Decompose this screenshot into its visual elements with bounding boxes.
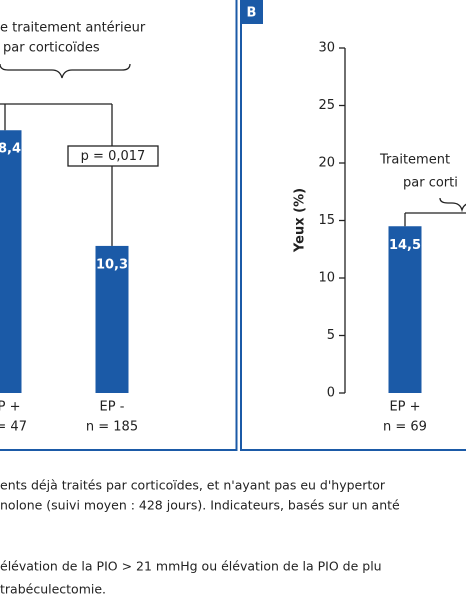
value-label: 10,3 — [96, 257, 128, 272]
caption-line: ents déjà traités par corticoïdes, et n'… — [0, 478, 386, 493]
p-value-box — [67, 145, 159, 167]
y-tick-label: 0 — [327, 386, 335, 401]
bar — [0, 130, 22, 394]
y-tick-label: 10 — [318, 271, 335, 286]
category-note: n = 69 — [383, 420, 427, 435]
panel-label: B — [247, 6, 257, 21]
y-tick-label: 30 — [318, 41, 335, 56]
y-tick-label: 20 — [318, 156, 335, 171]
bar — [388, 226, 422, 393]
p-value: p = 0,017 — [81, 149, 146, 164]
bar — [95, 245, 129, 393]
y-tick-label: 25 — [318, 98, 335, 113]
panel-a: 18,4 EP + n = 47 10,3 EP - n = 185 e traitemen… — [0, 21, 159, 435]
value-label: 14,5 — [389, 238, 421, 253]
value-label: 18,4 — [0, 142, 21, 157]
panel-frame — [240, 0, 466, 451]
curly-brace — [0, 63, 131, 79]
category-note: n = 47 — [0, 420, 27, 435]
annotation: Traitement — [379, 153, 450, 168]
caption-line: trabéculectomie. — [0, 582, 106, 597]
annotation: e traitement antérieur — [0, 21, 146, 36]
caption-line: nolone (suivi moyen : 428 jours). Indica… — [0, 498, 400, 513]
x-tick-label: EP + — [389, 400, 420, 415]
y-tick-label: 15 — [318, 213, 335, 228]
panel-label-box — [240, 0, 263, 24]
y-tick-label: 5 — [327, 328, 335, 343]
panel-frame — [0, 0, 238, 451]
category-note: n = 185 — [86, 420, 138, 435]
panel-b: 0 5 10 15 20 25 30 Yeux (%) B 14,5 EP + n = 69 Trait… — [240, 0, 466, 435]
curly-brace — [439, 197, 466, 213]
annotation: par corti — [403, 176, 458, 191]
annotation: par corticoïdes — [3, 41, 100, 56]
caption-line: élévation de la PIO > 21 mmHg ou élévati… — [0, 559, 382, 574]
y-axis-label: Yeux (%) — [293, 188, 308, 253]
x-tick-label: EP + — [0, 400, 21, 415]
x-tick-label: EP - — [100, 400, 125, 415]
